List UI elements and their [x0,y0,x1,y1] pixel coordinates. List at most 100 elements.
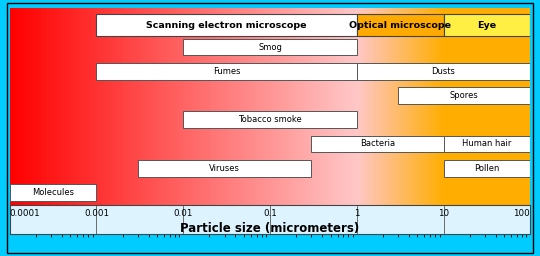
Bar [117,8,118,206]
Bar [49,8,50,206]
Bar [528,8,529,206]
Bar [509,8,511,206]
Bar [356,8,357,206]
Bar [253,8,254,206]
Bar [300,8,301,206]
Bar [348,8,349,206]
Bar [80,8,82,206]
Bar [106,8,107,206]
Bar [19,8,20,206]
Bar [285,8,286,206]
Bar [310,8,312,206]
Bar [435,8,436,206]
Bar [507,8,508,206]
Bar [149,8,150,206]
Bar [425,8,426,206]
Bar [396,8,397,206]
Bar [14,8,15,206]
Text: Dusts: Dusts [431,67,455,76]
Bar [447,8,448,206]
Bar [107,8,109,206]
Bar [153,8,154,206]
Bar [423,8,425,206]
Bar [158,8,159,206]
Bar [94,8,96,206]
Bar [273,8,274,206]
Bar [15,8,16,206]
Bar [212,8,213,206]
Bar [96,8,97,206]
Bar [248,8,249,206]
Bar [159,8,161,206]
Bar [457,8,458,206]
Bar [215,8,217,206]
Bar [245,8,247,206]
Bar [41,8,42,206]
Bar [364,8,365,206]
Bar [499,8,501,206]
Bar [409,8,410,206]
Bar [353,8,355,206]
Bar [92,8,93,206]
Bar [184,8,185,206]
Text: Optical microscope: Optical microscope [349,20,451,30]
Text: Eye: Eye [477,20,496,30]
Text: 100: 100 [514,209,530,218]
Bar [377,8,378,206]
Bar [122,8,123,206]
Bar [355,8,356,206]
Bar [99,8,101,206]
Bar [443,14,530,36]
Bar [387,8,388,206]
Bar [175,8,176,206]
Bar [521,8,523,206]
Bar [204,8,205,206]
Bar [295,8,296,206]
Bar [458,8,460,206]
Bar [420,8,421,206]
Bar [359,8,360,206]
Bar [436,8,438,206]
Bar [88,8,89,206]
Bar [220,8,222,206]
Bar [298,8,299,206]
Bar [267,8,269,206]
Bar [296,8,298,206]
Bar [138,160,312,177]
Bar [84,8,85,206]
Bar [145,8,146,206]
Bar [260,8,261,206]
Bar [254,8,255,206]
Bar [10,184,97,201]
Bar [174,8,175,206]
Bar [249,8,251,206]
Bar [192,8,193,206]
Bar [132,8,133,206]
Bar [397,8,399,206]
Bar [261,8,262,206]
Bar [305,8,306,206]
Bar [456,8,457,206]
Bar [131,8,132,206]
Bar [325,8,326,206]
Bar [330,8,331,206]
Bar [481,8,482,206]
Bar [275,8,276,206]
Bar [33,8,35,206]
Bar [124,8,125,206]
Text: Smog: Smog [258,42,282,51]
Bar [209,8,210,206]
Bar [50,8,51,206]
Bar [127,8,128,206]
Bar [491,8,492,206]
Bar [242,8,244,206]
Bar [489,8,490,206]
Bar [119,8,120,206]
Bar [24,8,25,206]
Bar [101,8,102,206]
Bar [291,8,292,206]
Bar [163,8,165,206]
Bar [485,8,486,206]
Bar [11,8,12,206]
Bar [171,8,172,206]
